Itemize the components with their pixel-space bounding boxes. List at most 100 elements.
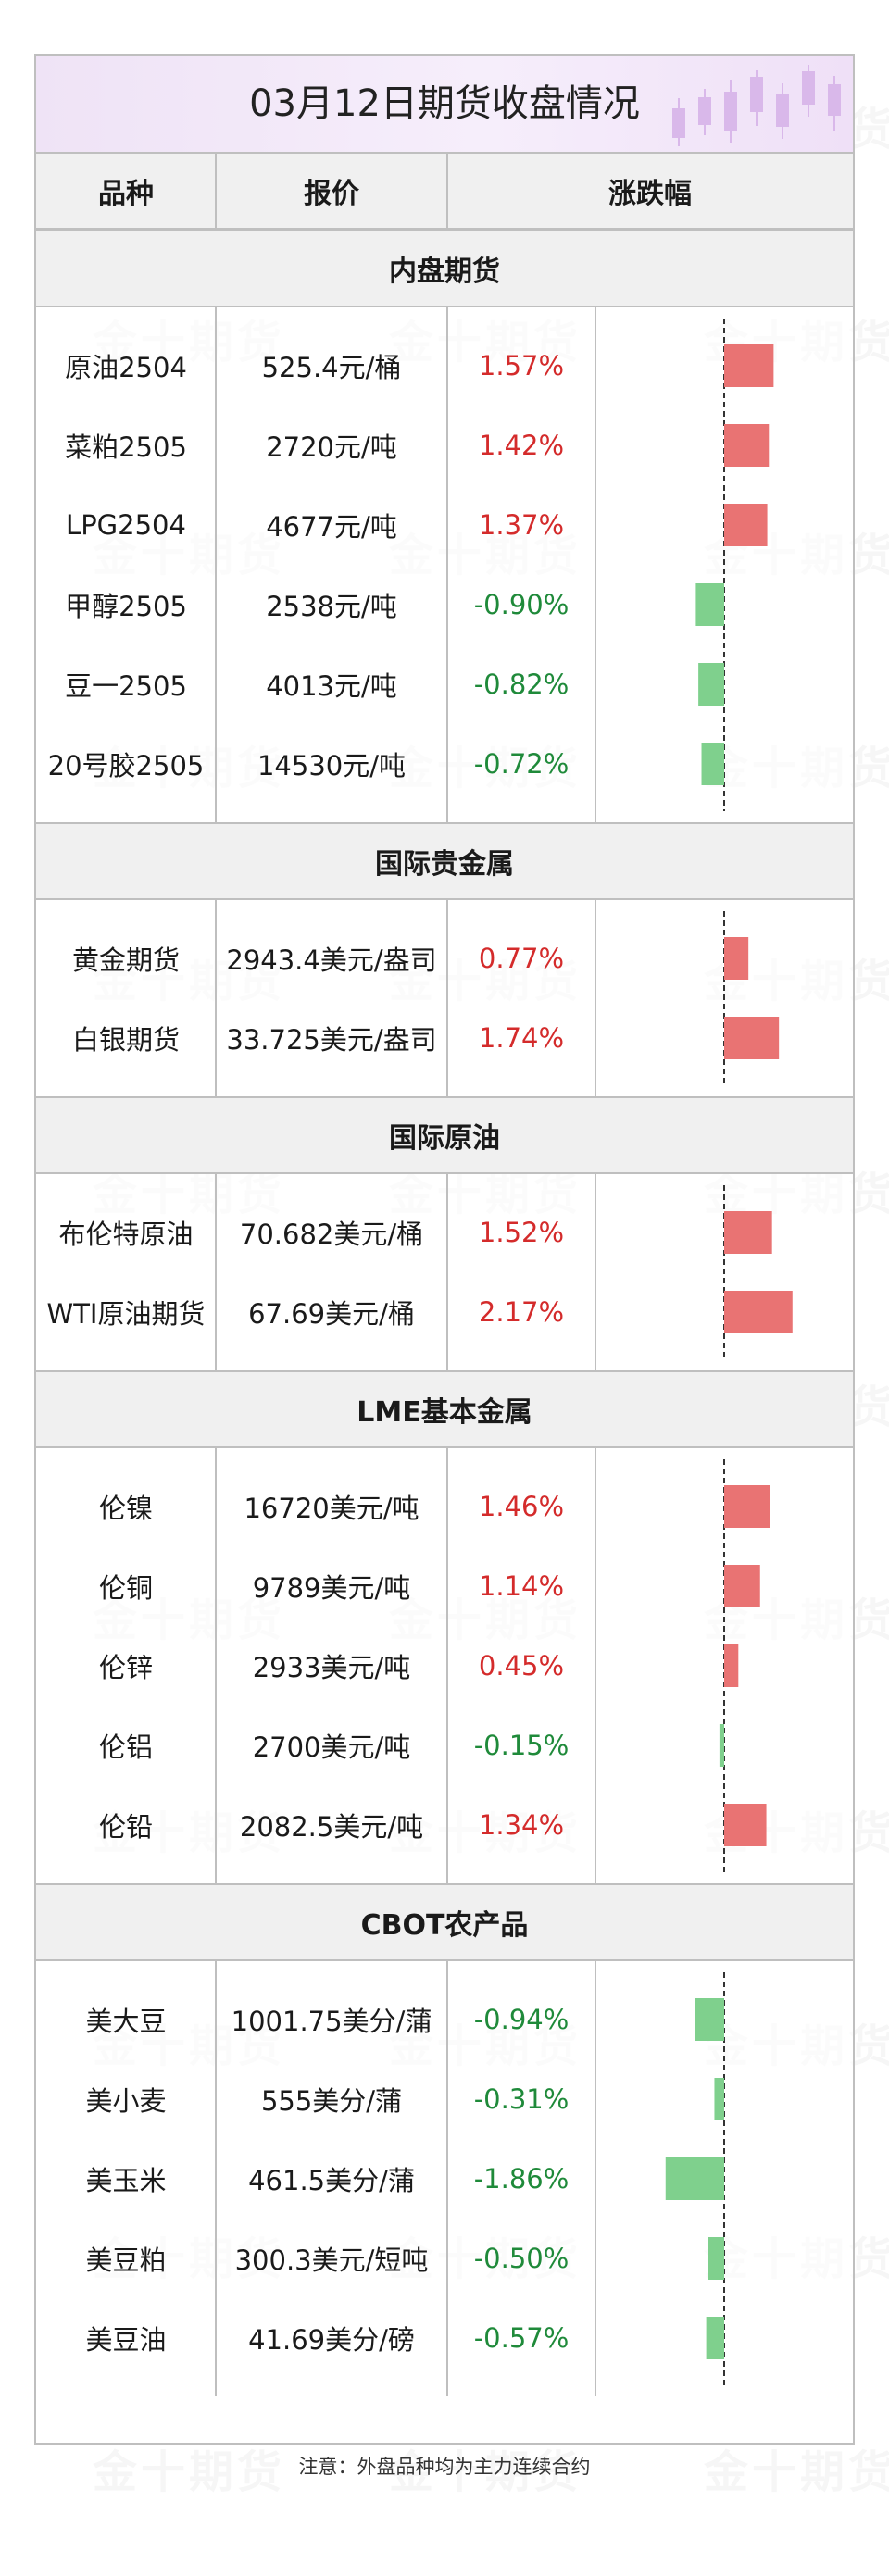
row-change: 2.17% [478, 1296, 565, 1328]
row-price: 14530元/吨 [257, 750, 407, 782]
change-bar-chart [665, 319, 793, 2385]
change-bar [665, 2157, 724, 2200]
row-change: -1.86% [473, 2163, 570, 2195]
row-price: 555美分/蒲 [260, 2085, 403, 2117]
row-name: WTI原油期货 [46, 1298, 206, 1330]
row-change: 1.42% [478, 430, 565, 461]
table-row: 原油2504 525.4元/桶 1.57% [36, 326, 853, 406]
column-divider [446, 1174, 448, 1370]
change-bar [724, 1804, 767, 1846]
row-price: 4013元/吨 [266, 670, 397, 702]
title-bar: 03月12日期货收盘情况 [36, 56, 853, 152]
section-header: 内盘期货 [36, 230, 853, 307]
row-price: 9789美元/吨 [252, 1572, 411, 1604]
table-row: 美豆粕 300.3美元/短吨 -0.50% [36, 2219, 853, 2298]
row-name: 伦锌 [98, 1652, 153, 1683]
table-row: 美小麦 555美分/蒲 -0.31% [36, 2059, 853, 2139]
row-name: 美小麦 [85, 2085, 167, 2117]
table-row: 美豆油 41.69美分/磅 -0.57% [36, 2298, 853, 2378]
change-bar [714, 2078, 724, 2120]
row-change: 1.57% [478, 350, 565, 381]
row-change: -0.82% [473, 669, 570, 700]
column-divider [215, 1961, 217, 2396]
change-bar [701, 743, 724, 785]
row-name: LPG2504 [66, 509, 186, 541]
change-bar [695, 1998, 724, 2041]
column-divider [215, 307, 217, 822]
row-price: 525.4元/桶 [261, 352, 402, 383]
row-change: -0.31% [473, 2083, 570, 2115]
row-name: 菜粕2505 [65, 431, 187, 463]
row-price: 2082.5美元/吨 [239, 1811, 424, 1843]
column-divider [215, 1448, 217, 1883]
row-change: -0.94% [473, 2004, 570, 2035]
row-change: 1.14% [478, 1570, 565, 1602]
row-name: 原油2504 [65, 352, 187, 383]
row-name: 伦铝 [98, 1732, 153, 1763]
column-divider [446, 1961, 448, 2396]
section-header: CBOT农产品 [36, 1883, 853, 1961]
column-divider [446, 307, 448, 822]
page-title: 03月12日期货收盘情况 [249, 82, 640, 125]
candlestick-decoration-icon [672, 65, 841, 146]
change-bar [724, 1485, 770, 1528]
row-price: 16720美元/吨 [244, 1493, 419, 1524]
change-bar [698, 663, 724, 706]
row-name: 伦镍 [98, 1493, 153, 1524]
row-name: 美玉米 [85, 2165, 167, 2196]
change-bar [724, 1291, 793, 1333]
row-change: -0.15% [473, 1730, 570, 1761]
row-price: 2538元/吨 [266, 591, 397, 622]
change-bar [695, 583, 724, 626]
column-divider [446, 900, 448, 1096]
table-row: 20号胶2505 14530元/吨 -0.72% [36, 724, 853, 804]
column-divider [215, 1174, 217, 1370]
row-price: 4677元/吨 [266, 511, 397, 543]
row-change: 1.52% [478, 1217, 565, 1248]
section-title: 国际贵金属 [375, 848, 514, 881]
row-name: 美大豆 [85, 2006, 167, 2037]
row-price: 461.5美分/蒲 [248, 2165, 415, 2196]
row-name: 黄金期货 [71, 944, 180, 976]
section-title: LME基本金属 [357, 1396, 532, 1429]
row-price: 2720元/吨 [266, 431, 397, 463]
section-title: 国际原油 [389, 1122, 500, 1155]
row-change: 1.37% [478, 509, 565, 541]
table-row: 豆一2505 4013元/吨 -0.82% [36, 644, 853, 724]
row-name: 20号胶2505 [47, 750, 205, 782]
table-row: 伦锌 2933美元/吨 0.45% [36, 1626, 853, 1706]
table-row: 伦铝 2700美元/吨 -0.15% [36, 1706, 853, 1785]
column-divider [595, 1174, 596, 1370]
futures-table-card: 03月12日期货收盘情况 品种 报价 涨跌幅 内盘期货原油2504 525.4元/… [34, 54, 855, 2445]
change-bar [719, 1724, 724, 1767]
row-change: 1.74% [478, 1022, 565, 1054]
change-bar [724, 1211, 772, 1254]
row-name: 甲醇2505 [65, 591, 187, 622]
change-bar [724, 504, 768, 546]
row-name: 布伦特原油 [58, 1219, 194, 1250]
change-bar [724, 1565, 760, 1607]
row-change: 1.34% [478, 1809, 565, 1841]
row-price: 41.69美分/磅 [248, 2324, 415, 2356]
change-bar [724, 937, 749, 980]
row-price: 67.69美元/桶 [248, 1298, 415, 1330]
table-row: 菜粕2505 2720元/吨 1.42% [36, 406, 853, 485]
row-price: 70.682美元/桶 [239, 1219, 424, 1250]
row-change: -0.57% [473, 2322, 570, 2354]
row-change: -0.90% [473, 589, 570, 620]
table-row: 黄金期货 2943.4美元/盎司 0.77% [36, 919, 853, 998]
table-header-row: 品种 报价 涨跌幅 [36, 152, 853, 230]
change-bar [708, 2237, 724, 2280]
row-price: 1001.75美分/蒲 [231, 2006, 432, 2037]
row-name: 白银期货 [71, 1024, 180, 1056]
table-row: 美玉米 461.5美分/蒲 -1.86% [36, 2139, 853, 2219]
table-row: 伦镍 16720美元/吨 1.46% [36, 1467, 853, 1546]
change-bar [724, 1644, 739, 1687]
table-row: WTI原油期货 67.69美元/桶 2.17% [36, 1272, 853, 1352]
footnote: 注意：外盘品种均为主力连续合约 [298, 2456, 591, 2478]
change-bar [724, 424, 770, 467]
column-divider [595, 1961, 596, 2396]
row-name: 美豆粕 [85, 2245, 167, 2276]
table-row: 伦铜 9789美元/吨 1.14% [36, 1546, 853, 1626]
row-price: 2700美元/吨 [252, 1732, 411, 1763]
